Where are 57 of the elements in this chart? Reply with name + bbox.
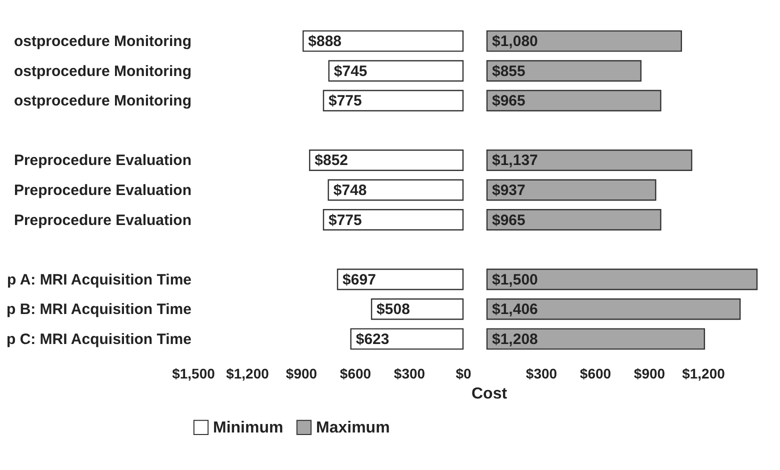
bar [486,30,682,52]
y-tick-label: ostprocedure Monitoring [14,92,192,110]
x-tick-label: $900 [286,366,318,382]
data-label: $508 [376,301,410,318]
y-tick-label: p C: MRI Acquisition Time [6,330,192,348]
data-label: $937 [492,182,526,199]
x-tick-label: $600 [580,366,612,382]
y-tick-label: ostprocedure Monitoring [14,62,192,80]
bar [322,90,464,112]
data-label: $697 [342,271,376,288]
x-tick-label: $1,200 [226,366,270,382]
data-label: $1,137 [492,152,538,170]
data-label: $623 [356,330,390,348]
data-label: $1,080 [492,33,538,50]
bar [486,209,662,231]
bar [486,268,758,290]
data-label: $1,208 [492,330,538,348]
y-tick-label: ostprocedure Monitoring [14,33,192,50]
bar [336,268,464,290]
data-label: $775 [328,212,362,229]
x-tick-label: $900 [634,366,666,382]
bar [328,179,464,201]
data-label: $745 [334,62,368,80]
bar [486,149,692,171]
data-label: $888 [308,33,342,50]
y-tick-label: p A: MRI Acquisition Time [7,271,192,288]
bar [322,209,464,231]
text: Maximum [316,419,390,436]
x-tick-label: $0 [456,366,472,382]
x-tick-label: $1,500 [172,366,216,382]
bar [486,90,662,112]
data-label: $1,500 [492,271,538,288]
x-tick-label: $1,200 [682,366,726,382]
bar [486,179,656,201]
bar [486,298,741,320]
bar [328,60,464,82]
data-label: $852 [314,152,348,170]
data-label: $775 [328,92,362,110]
bar [309,149,464,171]
data-label: $1,406 [492,301,538,318]
x-tick-label: $300 [394,366,426,382]
data-label: $965 [492,212,526,229]
data-label: $965 [492,92,526,110]
data-label: $855 [492,62,526,80]
y-tick-label: Preprocedure Evaluation [14,212,192,229]
y-tick-label: Preprocedure Evaluation [14,152,192,170]
bar [486,328,706,350]
x-tick-label: $300 [526,366,558,382]
y-tick-label: Preprocedure Evaluation [14,182,192,199]
bar [302,30,464,52]
bar [486,60,642,82]
x-axis-title: Cost [472,386,508,402]
bar [350,328,464,350]
data-label: $748 [333,182,367,199]
legend-label: Minimum [213,419,284,436]
y-tick-label: p B: MRI Acquisition Time [6,301,192,318]
x-tick-label: $600 [340,366,372,382]
